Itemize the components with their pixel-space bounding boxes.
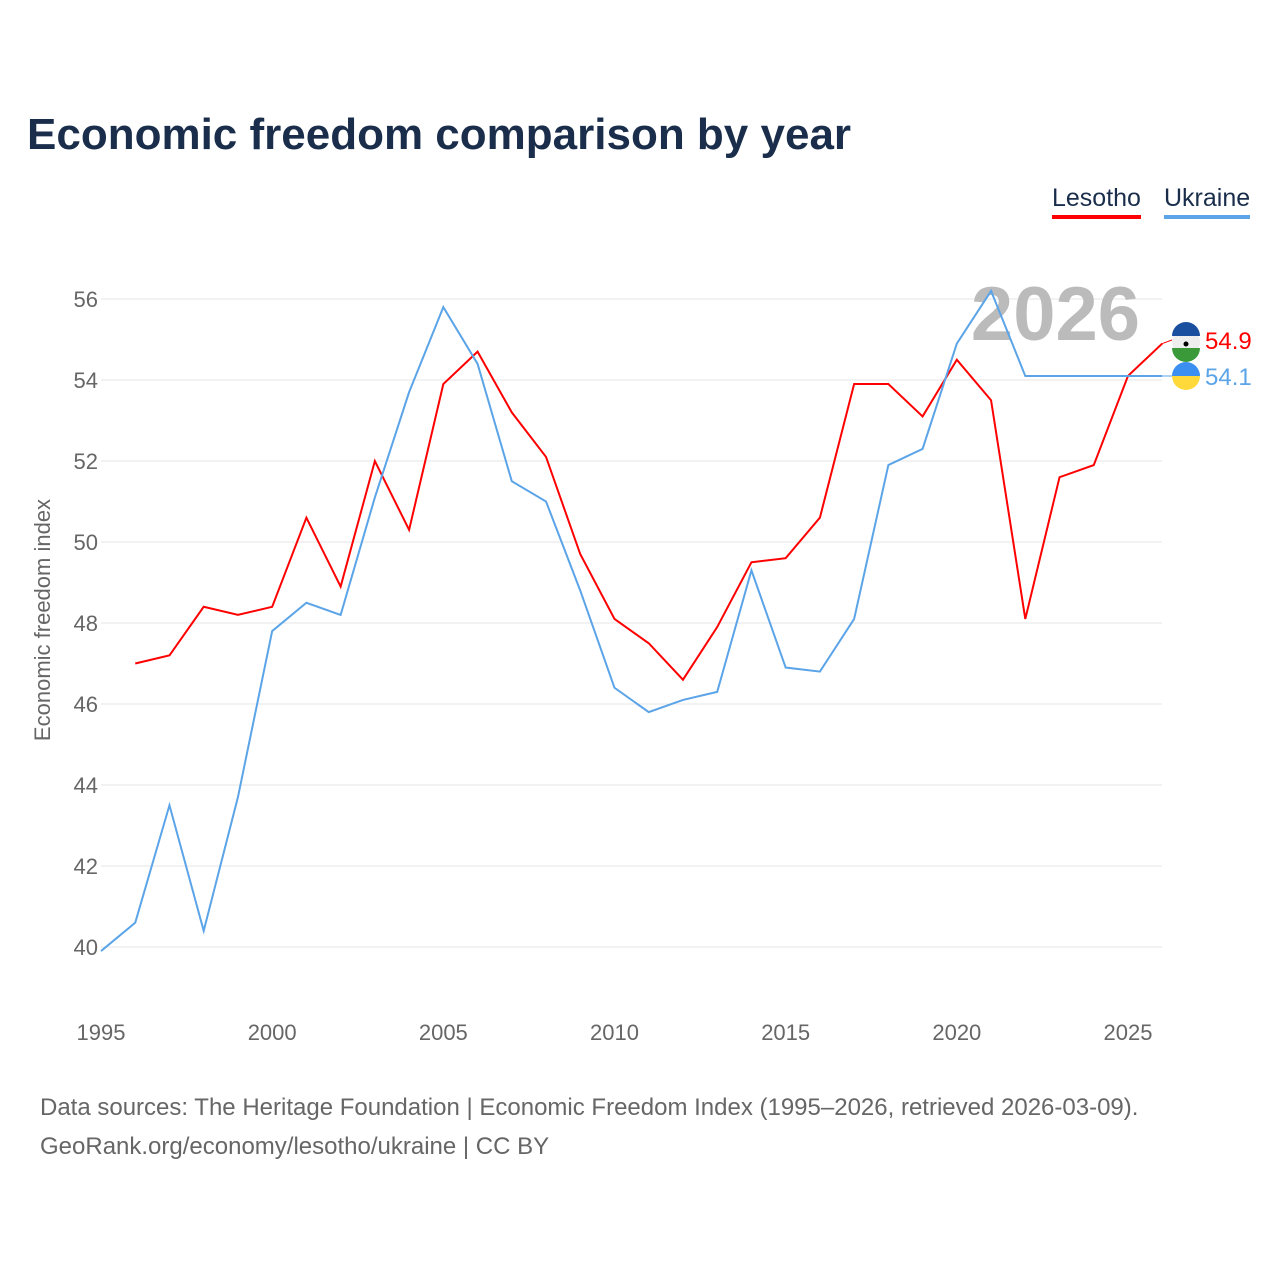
- y-tick-label: 40: [74, 935, 98, 960]
- ukraine-flag-yellow: [1172, 376, 1200, 390]
- y-tick-label: 54: [74, 368, 98, 393]
- leader-line: [1162, 339, 1173, 345]
- x-tick-label: 1995: [77, 1020, 126, 1045]
- x-tick-label: 2000: [248, 1020, 297, 1045]
- y-tick-label: 56: [74, 287, 98, 312]
- y-tick-label: 42: [74, 854, 98, 879]
- lesotho-flag-green: [1172, 348, 1200, 362]
- year-watermark: 2026: [971, 272, 1140, 357]
- end-value-label: 54.9: [1205, 328, 1252, 355]
- x-tick-label: 2010: [590, 1020, 639, 1045]
- y-tick-label: 46: [74, 692, 98, 717]
- x-tick-label: 2005: [419, 1020, 468, 1045]
- end-value-label: 54.1: [1205, 364, 1252, 391]
- footer: Data sources: The Heritage Foundation | …: [40, 1088, 1138, 1166]
- x-tick-label: 2015: [761, 1020, 810, 1045]
- legend-lesotho[interactable]: Lesotho: [1052, 184, 1141, 219]
- y-tick-label: 50: [74, 530, 98, 555]
- lesotho-flag-hat: [1183, 341, 1189, 347]
- x-tick-label: 2020: [932, 1020, 981, 1045]
- legend-ukraine[interactable]: Ukraine: [1164, 184, 1251, 219]
- y-tick-label: 52: [74, 449, 98, 474]
- series-line-lesotho: [135, 342, 1163, 682]
- attribution-text: GeoRank.org/economy/lesotho/ukraine | CC…: [40, 1133, 550, 1160]
- source-text: Data sources: The Heritage Foundation | …: [40, 1094, 1139, 1121]
- chart-title: Economic freedom comparison by year: [27, 110, 852, 159]
- y-tick-label: 44: [74, 773, 98, 798]
- ukraine-flag-icon: [1172, 362, 1200, 376]
- x-tick-label: 2025: [1104, 1020, 1153, 1045]
- series-line-ukraine: [100, 288, 1163, 952]
- y-tick-label: 48: [74, 611, 98, 636]
- y-axis-label: Economic freedom index: [30, 499, 55, 741]
- lesotho-flag-blue: [1172, 322, 1200, 336]
